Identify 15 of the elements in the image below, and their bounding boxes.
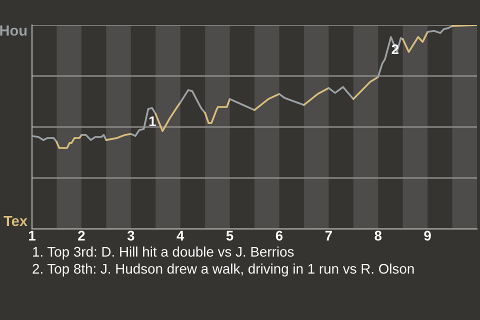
x-tick-label: 8 (374, 230, 382, 241)
x-tick-label: 2 (78, 230, 85, 240)
x-tick-label: 5 (226, 230, 234, 241)
text: 2. Top 8th: J. Hudson drew a walk, driving in 1 run vs R. Olson (32, 264, 414, 276)
x-tick-label: 3 (127, 230, 134, 241)
x-tick-label: 4 (176, 230, 184, 240)
x-tick-label: 7 (325, 230, 332, 240)
text: Tex (4, 216, 28, 226)
text: 1. Top 3rd: D. Hill hit a double vs J. Berrios (33, 246, 294, 260)
text: Hou (0, 26, 27, 36)
x-tick-label: 6 (276, 230, 283, 241)
annotation: 1 (149, 116, 156, 126)
x-tick-label: 9 (424, 230, 431, 241)
x-tick-label: 1 (29, 230, 36, 240)
annotation: 2 (392, 44, 398, 54)
